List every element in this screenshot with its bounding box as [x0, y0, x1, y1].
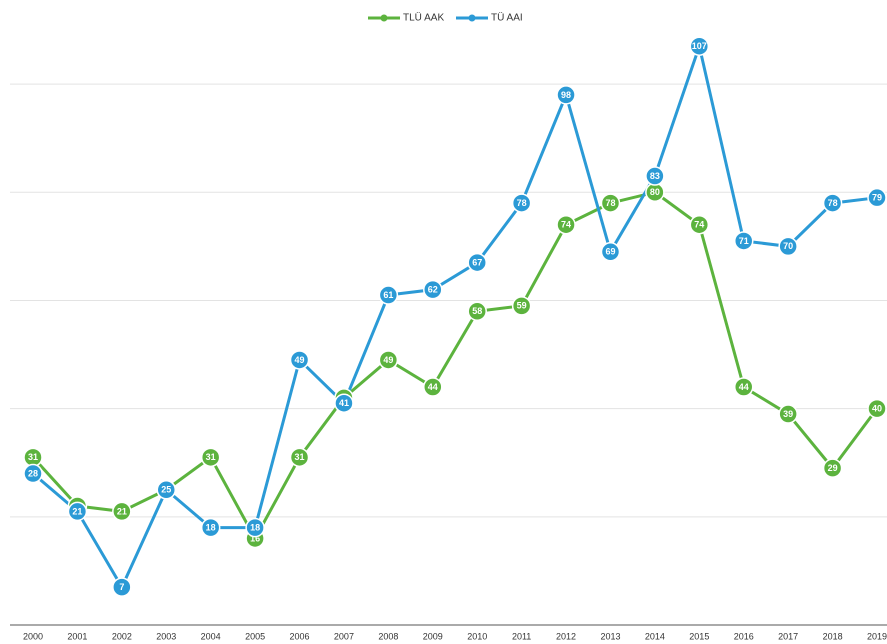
data-point — [289, 447, 310, 468]
data-label: 44 — [428, 382, 438, 392]
x-tick-label: 2005 — [245, 631, 265, 641]
data-point — [200, 517, 221, 538]
data-point — [245, 517, 265, 538]
data-label: 80 — [650, 187, 660, 197]
data-label: 40 — [872, 404, 882, 414]
data-label: 62 — [428, 285, 438, 295]
data-point — [467, 252, 487, 273]
data-label: 49 — [383, 355, 393, 365]
x-tick-label: 2015 — [689, 631, 709, 641]
data-label: 79 — [872, 193, 882, 203]
data-point — [378, 285, 399, 305]
data-label: 31 — [206, 452, 216, 462]
data-label: 31 — [295, 452, 305, 462]
data-point — [867, 398, 887, 419]
data-label: 39 — [783, 409, 793, 419]
data-point — [556, 214, 576, 235]
x-tick-label: 2004 — [201, 631, 221, 641]
data-point — [778, 404, 798, 424]
data-label: 83 — [650, 171, 660, 181]
data-point — [556, 85, 576, 105]
data-label: 74 — [561, 220, 571, 230]
x-tick-label: 2001 — [67, 631, 87, 641]
data-point — [467, 301, 487, 322]
data-label: 7 — [119, 582, 124, 592]
legend-marker — [380, 14, 388, 22]
data-point — [156, 480, 177, 500]
data-point — [200, 447, 221, 468]
data-label: 18 — [206, 523, 216, 533]
data-label: 29 — [828, 463, 838, 473]
data-point — [112, 501, 132, 522]
x-tick-label: 2011 — [512, 631, 531, 641]
data-point — [778, 236, 798, 257]
data-label: 59 — [517, 301, 527, 311]
data-point — [378, 350, 399, 370]
legend-label: TÜ AAI — [491, 12, 523, 24]
data-label: 78 — [605, 198, 615, 208]
data-label: 28 — [28, 468, 38, 478]
legend-marker — [468, 14, 476, 22]
data-label: 78 — [517, 198, 527, 208]
data-point — [733, 231, 754, 251]
data-point — [67, 501, 88, 522]
data-point — [689, 36, 710, 56]
data-label: 58 — [472, 306, 482, 316]
x-tick-label: 2018 — [823, 631, 843, 641]
data-point — [822, 458, 843, 478]
data-point — [733, 377, 754, 397]
data-label: 74 — [694, 220, 704, 230]
data-label: 41 — [339, 398, 349, 408]
data-point — [423, 279, 443, 300]
legend-item: TÜ AAI — [456, 12, 523, 24]
data-label: 69 — [605, 247, 615, 257]
data-label: 31 — [28, 452, 38, 462]
x-tick-label: 2003 — [156, 631, 176, 641]
data-label: 21 — [117, 506, 127, 516]
data-label: 16 — [250, 533, 260, 543]
data-point — [645, 166, 665, 186]
data-label: 78 — [828, 198, 838, 208]
data-point — [511, 193, 532, 213]
data-label: 18 — [250, 523, 260, 533]
data-point — [112, 577, 132, 597]
data-point — [23, 463, 43, 484]
x-tick-label: 2013 — [600, 631, 620, 641]
data-point — [334, 393, 354, 413]
x-tick-label: 2009 — [423, 631, 443, 641]
series-line — [32, 40, 878, 591]
data-point — [600, 242, 621, 262]
data-label: 67 — [472, 257, 482, 267]
x-tick-label: 2010 — [467, 631, 487, 641]
x-tick-label: 2012 — [556, 631, 576, 641]
data-point — [289, 350, 310, 370]
data-point — [423, 377, 443, 397]
data-point — [689, 214, 710, 235]
data-point — [867, 187, 887, 208]
x-tick-label: 2008 — [378, 631, 398, 641]
data-point — [600, 193, 621, 213]
x-tick-label: 2016 — [734, 631, 754, 641]
data-label: 98 — [561, 90, 571, 100]
data-label: 49 — [295, 355, 305, 365]
x-tick-label: 2014 — [645, 631, 665, 641]
x-tick-label: 2000 — [23, 631, 43, 641]
data-label: 44 — [739, 382, 749, 392]
data-point — [822, 193, 843, 213]
x-tick-label: 2017 — [778, 631, 798, 641]
data-label: 107 — [692, 41, 707, 51]
legend-label: TLÜ AAK — [403, 12, 444, 24]
legend-item: TLÜ AAK — [368, 12, 444, 24]
data-label: 25 — [161, 485, 171, 495]
data-label: 71 — [739, 236, 749, 246]
data-label: 70 — [783, 241, 793, 251]
x-tick-label: 2006 — [290, 631, 310, 641]
data-label: 21 — [72, 506, 82, 516]
x-tick-label: 2019 — [867, 631, 887, 641]
data-label: 61 — [383, 290, 393, 300]
data-point — [511, 296, 532, 316]
x-tick-label: 2002 — [112, 631, 132, 641]
x-tick-label: 2007 — [334, 631, 354, 641]
